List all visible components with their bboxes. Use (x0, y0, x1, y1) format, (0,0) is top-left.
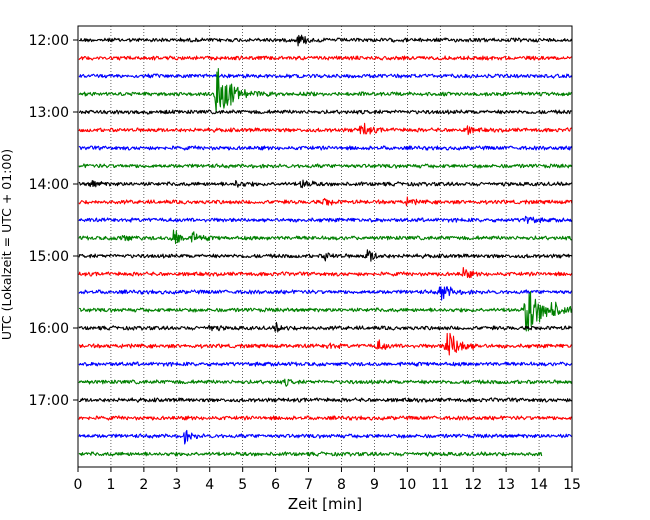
x-tick-label: 2 (139, 477, 148, 493)
y-tick-label: 13:00 (29, 105, 69, 121)
trace-1300 (78, 109, 573, 115)
trace-1600 (78, 321, 573, 333)
trace-1200 (78, 34, 573, 47)
trace-1315 (78, 122, 572, 136)
trace-1730 (78, 429, 573, 445)
trace-1430 (78, 215, 573, 225)
x-tick-label: 10 (398, 477, 416, 493)
trace-1545 (78, 291, 573, 332)
trace-1500 (78, 249, 573, 262)
x-tick-label: 14 (530, 477, 548, 493)
y-axis-ticks: 12:00 13:00 14:00 15:00 16:00 17:00 (29, 33, 78, 409)
trace-1345 (78, 163, 573, 169)
x-tick-label: 4 (205, 477, 214, 493)
x-tick-label: 12 (464, 477, 482, 493)
x-tick-label: 3 (172, 477, 181, 493)
y-tick-label: 14:00 (29, 177, 69, 193)
trace-1515 (78, 266, 573, 279)
trace-1615 (78, 332, 573, 356)
trace-1530 (78, 286, 573, 301)
trace-1330 (78, 145, 573, 151)
trace-1400 (78, 179, 573, 189)
x-tick-label: 5 (238, 477, 247, 493)
traces (78, 34, 573, 457)
trace-1445 (78, 229, 573, 245)
plot-frame (77, 25, 573, 468)
x-tick-label: 8 (337, 477, 346, 493)
trace-1630 (78, 361, 573, 367)
y-tick-label: 15:00 (29, 249, 69, 265)
y-tick-label: 12:00 (29, 33, 69, 49)
trace-1700 (78, 397, 573, 403)
trace-1745 (78, 451, 543, 457)
x-tick-label: 15 (563, 477, 581, 493)
x-tick-label: 0 (74, 477, 83, 493)
x-tick-label: 7 (304, 477, 313, 493)
x-tick-label: 9 (370, 477, 379, 493)
x-tick-label: 13 (497, 477, 515, 493)
y-tick-label: 16:00 (29, 321, 69, 337)
x-tick-label: 11 (431, 477, 449, 493)
x-tick-label: 1 (106, 477, 115, 493)
trace-1415 (78, 196, 573, 207)
trace-1715 (78, 415, 573, 421)
trace-1230 (78, 73, 573, 79)
y-axis-label: UTC (Lokalzeit = UTC + 01:00) (0, 149, 14, 340)
trace-1645 (78, 378, 573, 387)
y-tick-label: 17:00 (29, 393, 69, 409)
trace-1245 (78, 67, 573, 114)
trace-1215 (78, 55, 572, 61)
x-axis-ticks: 0 1 2 3 4 5 6 7 8 9 10 11 12 13 14 15 (74, 467, 581, 493)
x-axis-label: Zeit [min] (288, 495, 362, 513)
x-tick-label: 6 (271, 477, 280, 493)
